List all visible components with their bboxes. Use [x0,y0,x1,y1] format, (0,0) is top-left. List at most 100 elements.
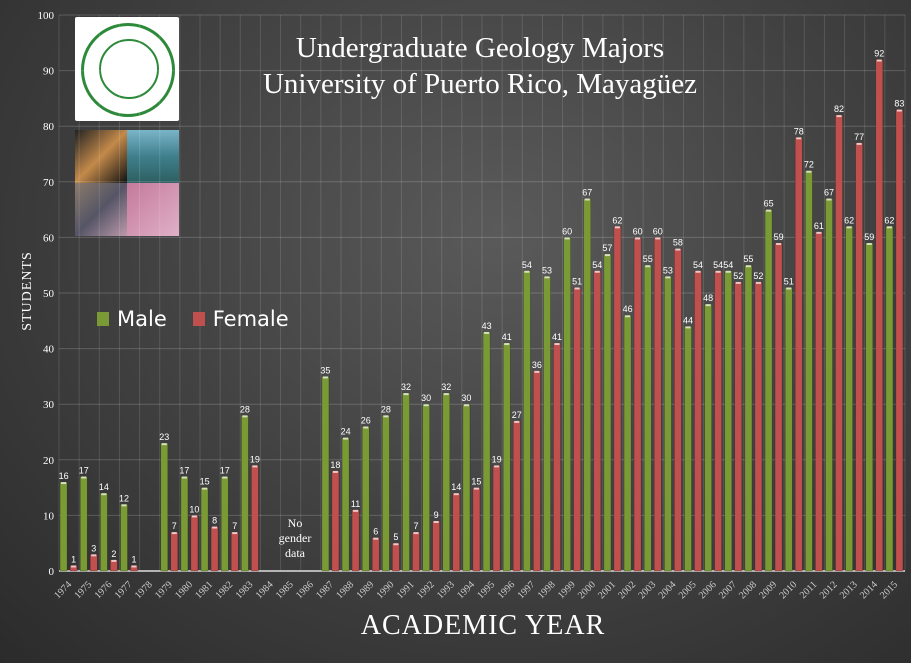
data-label: 61 [814,221,824,231]
y-tick-label: 90 [43,66,55,78]
bar-cap [685,326,691,329]
bar-cap [564,237,570,240]
x-tick-label: 1974 [52,579,74,601]
bar-male-1996 [502,342,511,572]
bar-cap [232,532,238,535]
bar-cap [866,242,872,245]
bar-cap [695,270,701,273]
bar-cap [343,437,349,440]
bar-male-2005 [684,326,692,572]
bar-cap [81,476,87,479]
x-tick-label: 1978 [133,579,155,601]
x-tick-label: 1984 [254,579,276,601]
bar-female-2002 [633,237,642,572]
data-label: 23 [159,432,169,442]
bar-cap [796,137,802,140]
data-label: 62 [844,215,854,225]
bar-male-2015 [885,226,894,572]
bar-female-2003 [653,237,662,572]
bar-cap [886,226,892,229]
bar-cap [705,304,711,307]
bar-cap [614,226,620,229]
bar-cap [665,276,671,279]
data-label: 17 [179,465,189,475]
bar-cap [131,565,137,568]
x-tick-label: 1977 [113,579,135,601]
bar-female-1998 [553,342,561,572]
x-tick-label: 2009 [757,579,779,601]
bar-male-2006 [704,303,712,572]
x-tick-label: 1985 [274,579,296,601]
bar-cap [735,281,741,284]
bar-cap [806,170,812,173]
bar-cap [121,504,127,507]
data-label: 30 [421,393,431,403]
data-label: 54 [592,260,602,270]
bar-female-2007 [734,281,743,572]
data-label: 12 [119,493,129,503]
bar-cap [755,281,761,284]
data-label: 36 [532,360,542,370]
data-label: 5 [393,532,398,542]
chart-title: Undergraduate Geology Majors University … [200,30,760,102]
bar-cap [725,270,731,273]
bar-male-1975 [79,476,88,572]
bar-cap [635,237,641,240]
data-label: 77 [854,132,864,142]
data-label: 28 [381,404,391,414]
data-label: 15 [471,477,481,487]
bar-cap [745,265,751,268]
x-tick-label: 2000 [576,579,598,601]
bar-cap [876,59,882,62]
y-tick-label: 10 [43,510,55,522]
bar-cap [856,142,862,145]
bar-female-1993 [452,492,461,572]
x-tick-label: 1998 [536,579,558,601]
x-tick-label: 1991 [395,579,417,601]
x-tick-label: 2012 [818,579,840,601]
data-label: 51 [572,276,582,286]
bar-male-1987 [321,376,330,572]
data-label: 19 [492,454,502,464]
bar-cap [766,209,772,212]
bar-cap [212,526,218,529]
bar-cap [645,265,651,268]
x-tick-label: 1996 [495,579,517,601]
y-tick-label: 50 [43,288,55,300]
data-label: 67 [824,187,834,197]
bar-female-1995 [492,465,501,572]
bar-male-1988 [341,437,350,572]
no-data-annotation: No gender data [278,516,312,560]
x-tick-label: 2003 [636,579,658,601]
data-label: 83 [894,99,904,109]
bar-cap [242,415,248,418]
data-label: 30 [461,393,471,403]
data-label: 17 [79,465,89,475]
bar-cap [222,476,228,479]
bar-cap [463,404,469,407]
university-seal-logo [75,17,179,121]
y-tick-label: 40 [43,344,55,356]
data-label: 67 [582,187,592,197]
bar-cap [61,482,67,485]
data-label: 28 [240,404,250,414]
y-tick-label: 70 [43,177,55,189]
bar-cap [252,465,258,468]
x-tick-label: 2013 [838,579,860,601]
data-label: 51 [784,276,794,286]
bar-cap [574,287,580,290]
x-tick-label: 1989 [354,579,376,601]
bar-female-1994 [472,487,481,572]
data-label: 60 [653,226,663,236]
bar-female-1975 [89,554,98,572]
bar-male-1983 [241,415,249,572]
data-label: 10 [189,504,199,514]
bar-female-2009 [774,242,783,572]
x-tick-label: 1983 [234,579,256,601]
data-label: 7 [232,521,237,531]
bar-male-2003 [643,264,652,572]
bar-female-1997 [533,370,541,572]
bar-male-1992 [422,403,430,572]
bar-female-1989 [371,537,380,572]
y-tick-label: 0 [49,566,55,578]
